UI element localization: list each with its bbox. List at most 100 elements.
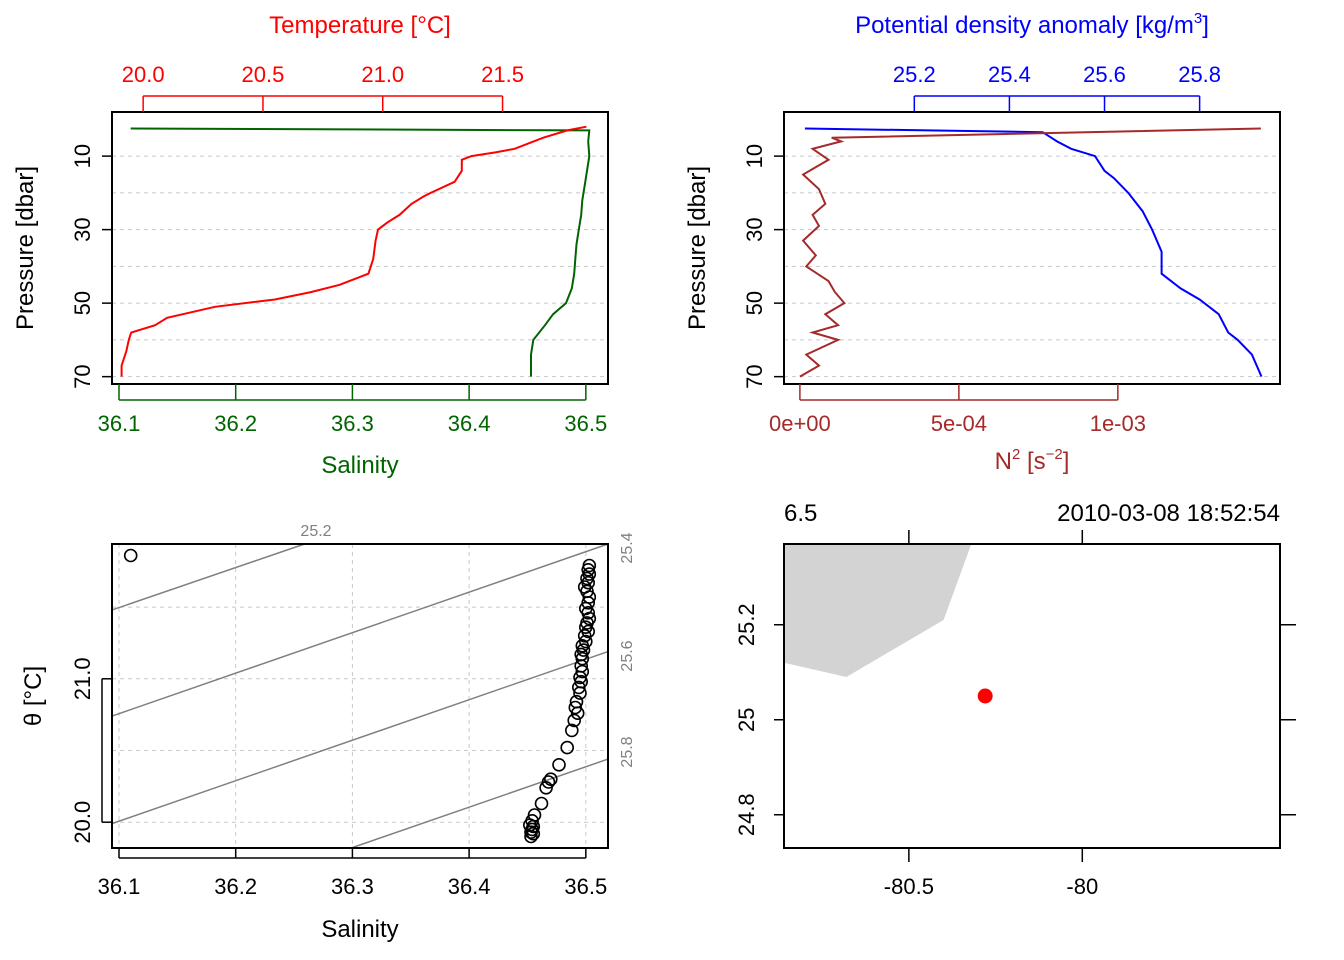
pressure-tick-label: 70 [70,364,95,388]
salinity-line [130,127,591,377]
gridlines [112,544,608,848]
gridlines [112,155,608,378]
salinity-tick-label: 36.3 [331,874,374,899]
salinity-tick-label: 36.5 [564,874,607,899]
pressure-tick-label: 10 [70,144,95,168]
station-label: 6.5 [784,500,817,527]
pressure-tick-label: 70 [742,364,767,388]
temperature-axis-title: Temperature [°C] [269,12,451,39]
isopycnals: 25.2 25.4 25.6 25.8 [111,523,636,849]
n2-line [799,127,1261,378]
density-tick-label: 25.6 [1083,62,1126,87]
plot-frame [111,111,609,385]
panel-ts-diagram: 25.2 25.4 25.6 25.8 36.1 36.2 36.3 36.4 36.5 20.… [20,523,636,943]
latitude-tick-label: 24.8 [734,793,759,836]
pressure-tick-label: 50 [742,291,767,315]
panel-station-map: -80.5 -80 24.8 25 25.2 6.5 2010-03-08 18:52:… [734,500,1296,899]
n2-title-unit-sup: −2 [1046,446,1063,463]
ts-point [575,651,590,666]
density-tick-label: 25.2 [893,62,936,87]
ts-point [552,757,566,772]
ts-point [581,624,596,639]
station-marker [977,688,993,704]
n2-title-sup: 2 [1012,446,1020,463]
n2-axis-title: N2 [s−2] [995,446,1070,475]
ts-point [578,634,593,649]
isopycnal-label: 25.4 [619,532,636,563]
salinity-tick-label: 36.1 [98,411,141,436]
ts-point [577,628,592,643]
axes: 36.1 36.2 36.3 36.4 36.5 20.0 21.0 [70,657,607,899]
data-lines [799,127,1263,378]
pressure-axis-title: Pressure [dbar] [12,166,39,330]
ts-point [567,713,582,728]
theta-tick-label: 20.0 [70,801,95,844]
plot-frame [783,111,1281,385]
isopycnal-label: 25.8 [619,736,636,767]
map-frame [783,543,1281,849]
salinity-tick-label: 36.2 [214,874,257,899]
ts-point [524,829,538,844]
ts-point [534,796,549,811]
panel-ts-profile: 10 30 50 70 20.0 20.5 21.0 21.5 36.1 36.2 36.3 36.4… [12,12,609,479]
temperature-tick-label: 20.0 [122,62,165,87]
ts-point [524,825,538,840]
ts-point [581,575,596,590]
map-layers [784,544,993,704]
plot-frame [111,543,609,849]
data-lines [120,125,591,377]
ts-point [564,723,579,738]
datetime-label: 2010-03-08 18:52:54 [1057,500,1280,527]
n2-tick-label: 0e+00 [769,411,831,436]
isopycnal-line [111,543,609,717]
isopycnal-label: 25.6 [619,640,636,671]
axes: 10 30 50 70 25.2 25.4 25.6 25.8 0e+00 5e-04 1e-03 [742,62,1221,436]
theta-tick-label: 21.0 [70,657,95,700]
pressure-axis-title: Pressure [dbar] [684,166,711,330]
ts-point [541,775,556,789]
latitude-tick-label: 25 [734,708,759,732]
longitude-tick-label: -80.5 [884,874,934,899]
pressure-tick-label: 30 [742,217,767,241]
land-polygon [784,544,972,677]
ts-point [573,686,587,700]
salinity-tick-label: 36.3 [331,411,374,436]
ts-point [123,548,138,563]
density-tick-label: 25.8 [1178,62,1221,87]
salinity-tick-label: 36.2 [214,411,257,436]
salinity-tick-label: 36.4 [448,411,491,436]
gridlines [784,155,1280,378]
data-points [123,548,597,844]
temperature-tick-label: 20.5 [242,62,285,87]
pressure-tick-label: 50 [70,291,95,315]
salinity-tick-label: 36.1 [98,874,141,899]
temperature-tick-label: 21.5 [481,62,524,87]
n2-tick-label: 1e-03 [1090,411,1146,436]
density-title-end: ] [1202,12,1209,39]
density-line [804,127,1263,377]
ts-point [526,826,541,841]
isopycnal-line [111,650,609,825]
longitude-tick-label: -80 [1066,874,1098,899]
ts-point [571,680,586,695]
temperature-tick-label: 21.0 [361,62,404,87]
ts-point [575,664,590,679]
density-title-main: Potential density anomaly [kg/m [855,12,1194,39]
n2-title-main: N [995,448,1012,475]
ts-point [570,706,585,721]
density-title-sup: 3 [1194,10,1202,27]
n2-tick-label: 5e-04 [931,411,987,436]
density-axis-title: Potential density anomaly [kg/m3] [855,10,1209,39]
n2-title-unit: [s [1020,448,1045,475]
isopycnal-label: 25.2 [300,523,331,540]
density-tick-label: 25.4 [988,62,1031,87]
temperature-line [120,125,587,377]
theta-axis-title: θ [°C] [20,666,47,726]
latitude-tick-label: 25.2 [734,603,759,646]
axes: -80.5 -80 24.8 25 25.2 [734,530,1296,899]
ts-point [539,780,553,795]
ts-point [581,605,596,620]
salinity-axis-title: Salinity [321,452,398,479]
